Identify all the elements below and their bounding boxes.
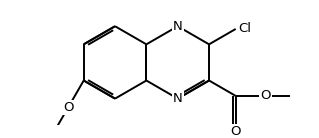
- Text: O: O: [230, 125, 241, 138]
- Text: O: O: [63, 101, 74, 114]
- Text: N: N: [173, 92, 182, 105]
- Text: O: O: [260, 89, 271, 102]
- Text: Cl: Cl: [238, 22, 251, 35]
- Text: N: N: [173, 20, 182, 33]
